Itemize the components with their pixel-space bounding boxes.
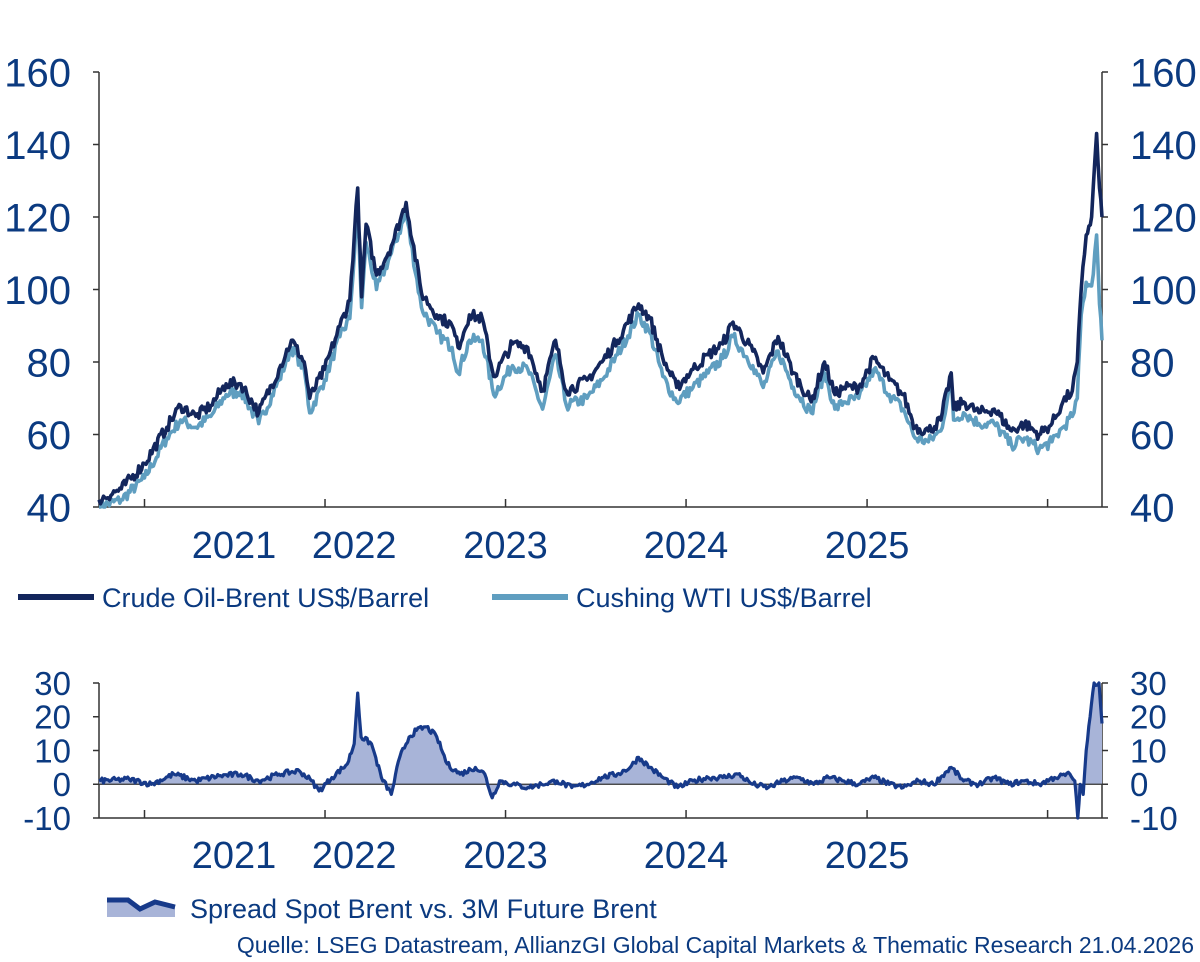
x-tick-label: 2025 <box>825 525 910 567</box>
x-tick-label: 2023 <box>463 835 548 877</box>
price-chart-axes: 160 140 120 100 80 60 40 160 140 120 100 80 60 40 2021… <box>4 51 1197 567</box>
right-y-tick-label: 100 <box>1130 269 1197 313</box>
x-tick-label: 2021 <box>192 525 277 567</box>
spread-line <box>98 681 1104 820</box>
x-tick-label: 2021 <box>192 835 277 877</box>
left-y-tick-label: 160 <box>4 51 71 95</box>
right-y-tick-label: 60 <box>1130 414 1175 458</box>
right-y-tick-label: -10 <box>1130 800 1178 837</box>
right-y-tick-label: 10 <box>1130 732 1167 769</box>
right-y-tick-label: 20 <box>1130 699 1167 736</box>
legend-label-wti: Cushing WTI US$/Barrel <box>576 583 872 613</box>
price-chart-series <box>97 131 1104 509</box>
legend-label-spread: Spread Spot Brent vs. 3M Future Brent <box>190 894 657 924</box>
left-y-tick-label: 80 <box>27 341 72 385</box>
left-y-tick-label: 140 <box>4 124 71 168</box>
legend-swatch-spread-line <box>107 897 176 912</box>
price-chart-legend: Crude Oil-Brent US$/Barrel Cushing WTI U… <box>18 583 872 613</box>
x-tick-label: 2023 <box>463 525 548 567</box>
x-tick-label: 2022 <box>312 835 397 877</box>
left-y-tick-label: 0 <box>53 766 71 803</box>
brent-wti-price-chart: 160 140 120 100 80 60 40 160 140 120 100 80 60 40 2021… <box>4 51 1197 567</box>
x-tick-label: 2024 <box>644 525 729 567</box>
x-tick-label: 2024 <box>644 835 729 877</box>
legend-label-brent: Crude Oil-Brent US$/Barrel <box>102 583 429 613</box>
x-tick-label: 2022 <box>312 525 397 567</box>
left-y-tick-label: -10 <box>23 800 71 837</box>
right-y-tick-label: 140 <box>1130 124 1197 168</box>
x-tick-label: 2025 <box>825 835 910 877</box>
left-y-tick-label: 120 <box>4 196 71 240</box>
left-y-tick-label: 100 <box>4 269 71 313</box>
left-y-tick-label: 40 <box>27 486 72 530</box>
left-y-tick-label: 30 <box>34 665 71 702</box>
right-y-tick-label: 0 <box>1130 766 1148 803</box>
right-y-tick-label: 40 <box>1130 486 1175 530</box>
series-line-brent <box>97 131 1104 506</box>
right-y-tick-label: 120 <box>1130 196 1197 240</box>
right-y-tick-label: 80 <box>1130 341 1175 385</box>
series-line-wti <box>98 204 1104 509</box>
right-y-tick-label: 30 <box>1130 665 1167 702</box>
spread-area-fill <box>99 683 1102 818</box>
left-y-tick-label: 10 <box>34 732 71 769</box>
right-y-tick-label: 160 <box>1130 51 1197 95</box>
left-y-tick-label: 20 <box>34 699 71 736</box>
spread-chart-legend: Spread Spot Brent vs. 3M Future Brent <box>107 894 657 924</box>
spread-chart-series <box>98 681 1104 820</box>
left-y-tick-label: 60 <box>27 414 72 458</box>
source-note: Quelle: LSEG Datastream, AllianzGI Globa… <box>237 932 1194 958</box>
